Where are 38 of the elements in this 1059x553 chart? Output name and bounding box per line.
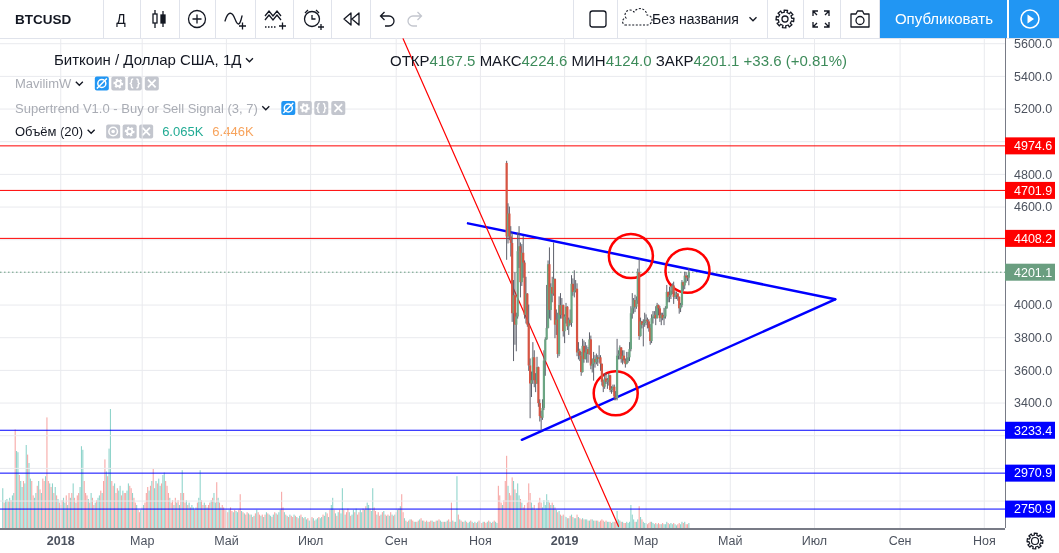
y-tick-label: 4600.0	[1014, 200, 1053, 215]
x-tick-label: 2019	[550, 534, 579, 548]
y-tick-label: 4000.0	[1014, 298, 1053, 313]
ref-line-label: 2750.9	[1014, 502, 1053, 517]
x-tick-label: Май	[214, 534, 239, 548]
y-tick-label: 3800.0	[1014, 331, 1053, 346]
annotation: Supertrend V1.0 - Buy or Sell Signal (3, 7)	[15, 100, 258, 116]
chart-title: Объём (20)	[15, 124, 84, 139]
ref-line-label: 4974.6	[1014, 139, 1053, 154]
text: Д	[116, 11, 127, 27]
ref-line-label: 2970.9	[1014, 466, 1053, 481]
x-tick-label: 2018	[46, 534, 75, 548]
x-tick-label: Мар	[633, 534, 659, 548]
x-tick-label: Июл	[801, 534, 828, 548]
ref-line-label: 4201.1	[1014, 265, 1053, 280]
y-tick-label: 5400.0	[1014, 69, 1053, 84]
y-tick-label: 5600.0	[1014, 37, 1053, 52]
x-tick-label: Ноя	[469, 534, 492, 548]
y-tick-label: 5200.0	[1014, 102, 1053, 117]
x-tick-label: Май	[718, 534, 743, 548]
y-tick-label: 3600.0	[1014, 363, 1053, 378]
y-tick-label: 4800.0	[1014, 167, 1053, 182]
ref-line-label: 3233.4	[1014, 423, 1053, 438]
text: BTCUSD	[15, 12, 72, 27]
text: Биткоин / Доллар США, 1Д	[54, 51, 242, 68]
x-tick-label: Мар	[129, 534, 155, 548]
x-tick-label: Сен	[888, 534, 912, 548]
text: Опубликовать	[894, 10, 994, 27]
annotation: MavilimW	[15, 76, 73, 91]
x-tick-label: Ноя	[972, 534, 996, 548]
x-tick-label: Сен	[384, 534, 408, 548]
ref-line-label: 4408.2	[1014, 231, 1053, 246]
ref-line-label: 4701.9	[1014, 183, 1053, 198]
annotation: 6.446K	[212, 124, 254, 139]
annotation: 6.065K	[162, 124, 204, 139]
text: Без названия	[652, 11, 739, 27]
x-tick-label: Июл	[297, 534, 324, 548]
y-tick-label: 3400.0	[1014, 396, 1053, 411]
